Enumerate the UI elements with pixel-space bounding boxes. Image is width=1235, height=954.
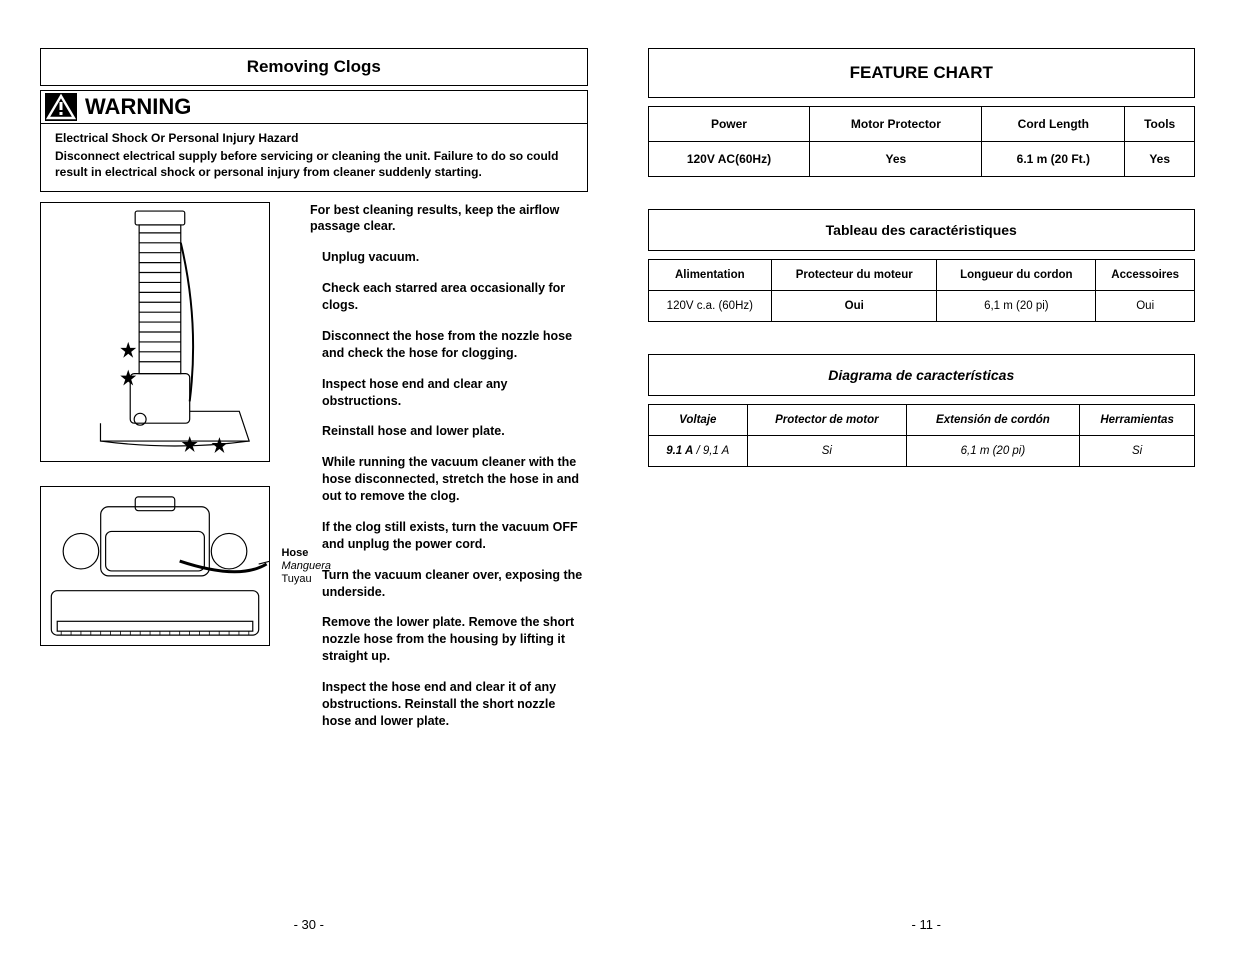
cell: Oui	[772, 291, 937, 322]
col-header: Protecteur du moteur	[772, 260, 937, 291]
step: Reinstall hose and lower plate.	[310, 423, 588, 440]
step: Remove the lower plate. Remove the short…	[310, 614, 588, 665]
voltage-slash: /	[693, 445, 703, 457]
cell: Oui	[1096, 291, 1195, 322]
warning-header: WARNING	[41, 91, 587, 124]
warning-text: Disconnect electrical supply before serv…	[55, 148, 573, 180]
voltage-a: 9.1 A	[666, 445, 693, 457]
page-number-left: - 30 -	[0, 917, 618, 932]
cell: Yes	[1125, 142, 1195, 177]
col-header: Power	[648, 107, 810, 142]
col-header: Motor Protector	[810, 107, 982, 142]
cell: 6,1 m (20 pi)	[906, 436, 1080, 467]
feature-chart-fr: Tableau des caractéristiques Alimentatio…	[648, 209, 1196, 322]
step: Disconnect the hose from the nozzle hose…	[310, 328, 588, 362]
voltage-b: 9,1 A	[703, 445, 729, 457]
cell: Si	[748, 436, 907, 467]
cell: 120V AC(60Hz)	[648, 142, 810, 177]
left-column: Removing Clogs WARNING Electrical Shock …	[40, 48, 618, 934]
table-row: Power Motor Protector Cord Length Tools	[648, 107, 1195, 142]
cell: Yes	[810, 142, 982, 177]
feature-chart-es: Diagrama de características Voltaje Prot…	[648, 354, 1196, 467]
table-row: 120V c.a. (60Hz) Oui 6,1 m (20 pi) Oui	[648, 291, 1195, 322]
table-row: 9.1 A / 9,1 A Si 6,1 m (20 pi) Si	[648, 436, 1195, 467]
vacuum-upright-illustration-icon	[41, 203, 269, 461]
figures-column: Hose Manguera Tuyau	[40, 202, 270, 744]
feature-chart-title-en: FEATURE CHART	[648, 48, 1196, 98]
col-header: Alimentation	[648, 260, 772, 291]
feature-table-fr: Alimentation Protecteur du moteur Longue…	[648, 259, 1196, 322]
page-number-right: - 11 -	[618, 917, 1235, 932]
cell: 9.1 A / 9,1 A	[648, 436, 748, 467]
col-header: Accessoires	[1096, 260, 1195, 291]
table-row: Alimentation Protecteur du moteur Longue…	[648, 260, 1195, 291]
warning-label: WARNING	[85, 94, 191, 120]
col-header: Herramientas	[1080, 405, 1195, 436]
feature-table-es: Voltaje Protector de motor Extensión de …	[648, 404, 1196, 467]
table-row: 120V AC(60Hz) Yes 6.1 m (20 Ft.) Yes	[648, 142, 1195, 177]
intro-text: For best cleaning results, keep the airf…	[310, 202, 588, 236]
hose-label-fr: Tuyau	[281, 573, 331, 586]
step: Check each starred area occasionally for…	[310, 280, 588, 314]
cell: 6.1 m (20 Ft.)	[982, 142, 1125, 177]
col-header: Tools	[1125, 107, 1195, 142]
vacuum-underside-illustration-icon	[41, 487, 269, 645]
step: If the clog still exists, turn the vacuu…	[310, 519, 588, 553]
feature-chart-title-es: Diagrama de características	[648, 354, 1196, 396]
instructions-column: For best cleaning results, keep the airf…	[270, 202, 588, 744]
page: Removing Clogs WARNING Electrical Shock …	[0, 0, 1235, 954]
hose-label-es: Manguera	[281, 560, 331, 573]
warning-box: WARNING Electrical Shock Or Personal Inj…	[40, 90, 588, 192]
step: Unplug vacuum.	[310, 249, 588, 266]
cell: 6,1 m (20 pi)	[937, 291, 1096, 322]
warning-triangle-icon	[45, 93, 77, 121]
cell: Si	[1080, 436, 1195, 467]
col-header: Extensión de cordón	[906, 405, 1080, 436]
col-header: Cord Length	[982, 107, 1125, 142]
step: Inspect hose end and clear any obstructi…	[310, 376, 588, 410]
step: Inspect the hose end and clear it of any…	[310, 679, 588, 730]
feature-chart-en: FEATURE CHART Power Motor Protector Cord…	[648, 48, 1196, 177]
warning-body: Electrical Shock Or Personal Injury Haza…	[41, 124, 587, 191]
warning-hazard: Electrical Shock Or Personal Injury Haza…	[55, 130, 573, 146]
col-header: Longueur du cordon	[937, 260, 1096, 291]
step: While running the vacuum cleaner with th…	[310, 454, 588, 505]
feature-table-en: Power Motor Protector Cord Length Tools …	[648, 106, 1196, 177]
clog-content: Hose Manguera Tuyau For best cleaning re…	[40, 202, 588, 744]
feature-chart-title-fr: Tableau des caractéristiques	[648, 209, 1196, 251]
hose-label-en: Hose	[281, 547, 331, 560]
cell: 120V c.a. (60Hz)	[648, 291, 772, 322]
col-header: Voltaje	[648, 405, 748, 436]
hose-callout-label: Hose Manguera Tuyau	[281, 547, 331, 587]
right-column: FEATURE CHART Power Motor Protector Cord…	[618, 48, 1196, 934]
col-header: Protector de motor	[748, 405, 907, 436]
figure-vacuum-upright	[40, 202, 270, 462]
table-row: Voltaje Protector de motor Extensión de …	[648, 405, 1195, 436]
figure-vacuum-underside: Hose Manguera Tuyau	[40, 486, 270, 646]
section-title: Removing Clogs	[40, 48, 588, 86]
step: Turn the vacuum cleaner over, exposing t…	[310, 567, 588, 601]
